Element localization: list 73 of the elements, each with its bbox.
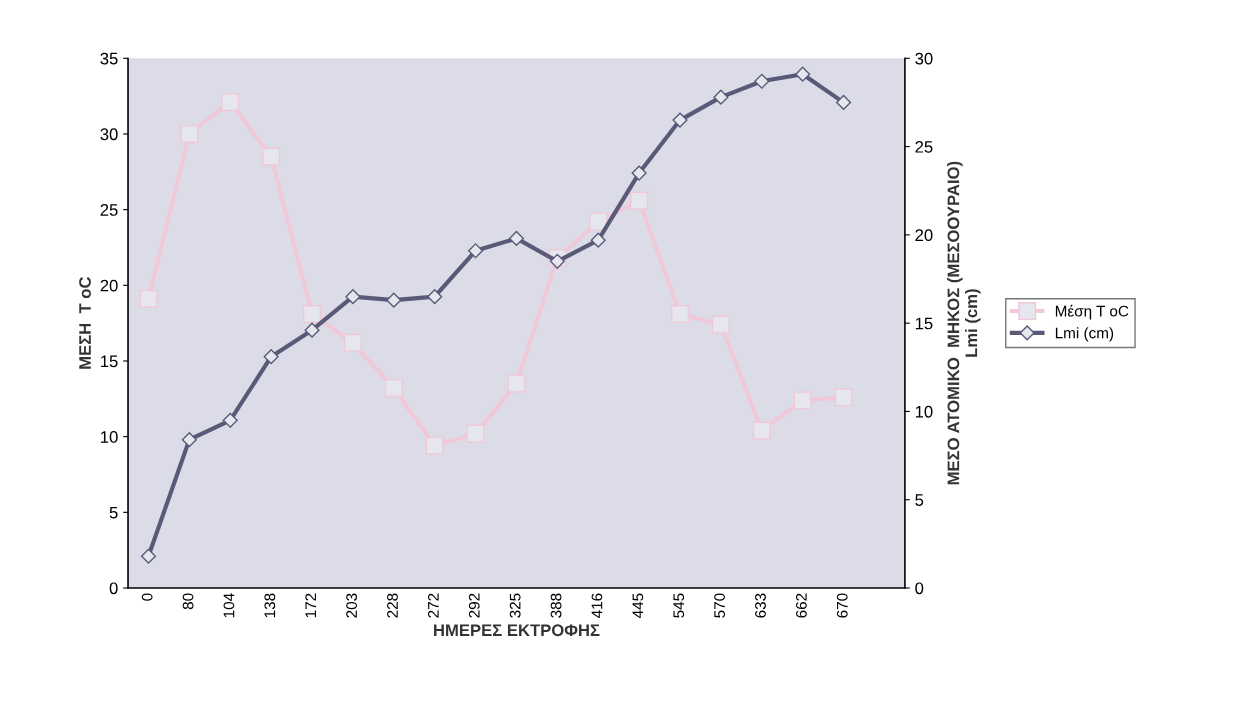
point bbox=[507, 374, 526, 393]
point bbox=[590, 232, 606, 248]
y-tick-label: 20 bbox=[100, 279, 118, 292]
x-axis-title: ΗΜΕΡΕΣ ΕΚΤΡΟΦΗΣ bbox=[434, 624, 600, 637]
x-tick-label: 445 bbox=[632, 593, 644, 618]
x-tick-label: 172 bbox=[305, 593, 316, 618]
point bbox=[304, 322, 320, 338]
y2-tick-label: 30 bbox=[915, 52, 933, 65]
point bbox=[140, 548, 157, 564]
x-tick-label: 633 bbox=[755, 593, 766, 618]
y2-tick-label: 25 bbox=[915, 140, 933, 153]
y2-tick-label: 15 bbox=[915, 317, 933, 330]
x-tick-label: 104 bbox=[223, 593, 235, 618]
point bbox=[793, 391, 812, 410]
point bbox=[139, 289, 158, 308]
y-tick-label: 25 bbox=[100, 204, 118, 216]
point bbox=[672, 112, 688, 128]
y2-tick-label: 0 bbox=[915, 582, 924, 595]
point bbox=[630, 191, 649, 210]
x-tick-label: 272 bbox=[427, 593, 439, 618]
y2-tick-label: 20 bbox=[915, 229, 933, 242]
point bbox=[427, 289, 443, 305]
point bbox=[386, 292, 402, 308]
point bbox=[508, 230, 525, 246]
point bbox=[222, 412, 238, 428]
x-tick-label: 228 bbox=[387, 593, 398, 618]
x-tick-label: 545 bbox=[673, 593, 685, 618]
y-tick-label: 0 bbox=[109, 582, 118, 595]
point bbox=[631, 165, 647, 181]
legend-label: Lmi (cm) bbox=[1055, 327, 1114, 342]
y-axis-title: ΜΕΣΗ T oC bbox=[79, 276, 91, 369]
x-tick-label: 416 bbox=[591, 593, 603, 618]
point bbox=[343, 333, 362, 352]
point bbox=[836, 94, 852, 111]
point bbox=[589, 212, 608, 231]
point bbox=[795, 66, 811, 82]
x-tick-label: 138 bbox=[264, 593, 276, 618]
point bbox=[345, 289, 361, 305]
point bbox=[711, 315, 730, 334]
y-tick-label: 10 bbox=[101, 431, 118, 443]
y-tick-label: 5 bbox=[109, 506, 118, 519]
x-tick-label: 203 bbox=[346, 593, 358, 618]
point bbox=[752, 421, 771, 440]
point bbox=[180, 124, 199, 144]
y2-tick-label: 10 bbox=[915, 405, 933, 418]
y-tick-label: 15 bbox=[101, 355, 118, 368]
point bbox=[466, 424, 485, 443]
x-tick-label: 570 bbox=[714, 593, 726, 618]
point bbox=[425, 436, 444, 455]
y2-tick-label: 5 bbox=[915, 494, 924, 506]
point bbox=[181, 432, 197, 448]
point bbox=[263, 349, 279, 365]
x-tick-label: 80 bbox=[182, 593, 194, 610]
point bbox=[384, 379, 403, 398]
point bbox=[221, 93, 240, 112]
point bbox=[468, 243, 484, 259]
point bbox=[549, 253, 565, 269]
point bbox=[262, 147, 281, 166]
legend-label: Μέση T oC bbox=[1055, 304, 1129, 320]
x-tick-label: 292 bbox=[468, 593, 480, 618]
point bbox=[670, 305, 690, 324]
point bbox=[302, 305, 322, 324]
point bbox=[713, 89, 729, 105]
y2-axis-title: ΜΕΣΟ ΑΤΟΜΙΚΟ ΜΗΚΟΣ (ΜΕΣΟΟΥΡΑΙΟ) Lmi (cm) bbox=[947, 161, 981, 485]
x-tick-label: 662 bbox=[795, 593, 807, 618]
y-tick-label: 35 bbox=[100, 52, 118, 65]
x-tick-label: 670 bbox=[836, 593, 848, 618]
x-tick-label: 0 bbox=[141, 593, 153, 601]
point bbox=[834, 388, 853, 407]
point bbox=[754, 73, 770, 89]
y-tick-label: 30 bbox=[100, 128, 118, 141]
x-tick-label: 325 bbox=[509, 593, 521, 618]
x-tick-label: 388 bbox=[550, 593, 562, 618]
